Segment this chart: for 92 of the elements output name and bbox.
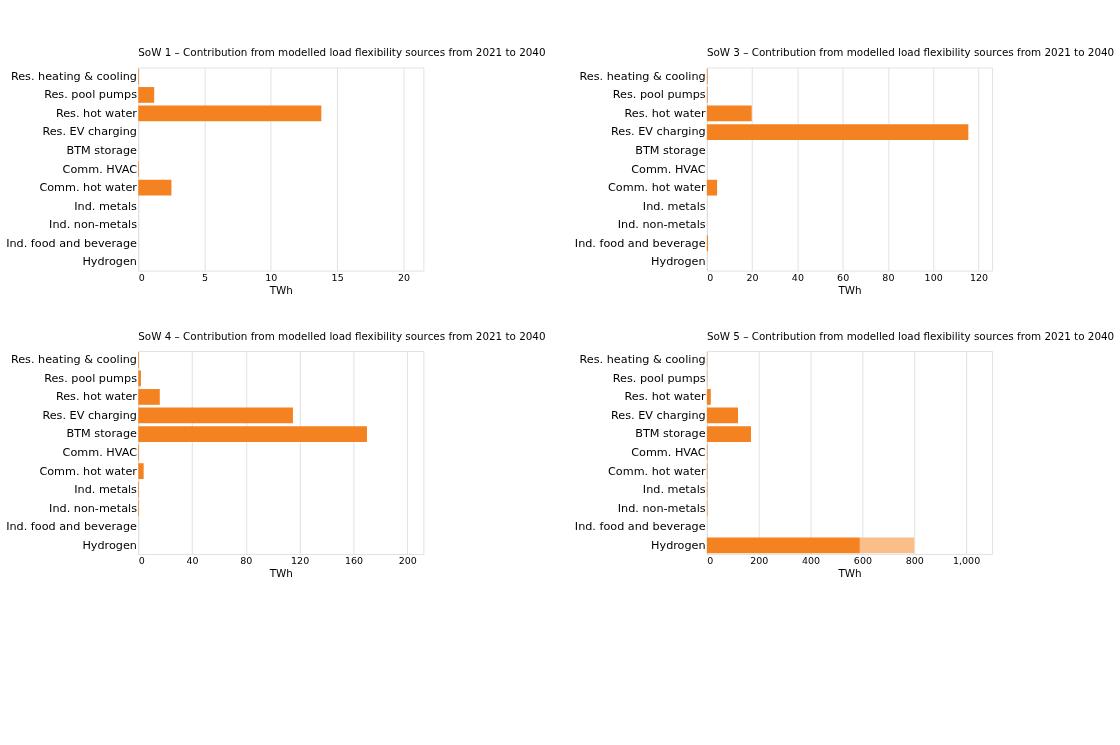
x-tick-label: 15	[331, 271, 344, 283]
x-axis-title: TWh	[837, 283, 862, 296]
y-tick-label: BTM storage	[635, 427, 706, 441]
x-tick-label: 80	[240, 555, 253, 567]
y-tick-label: Ind. metals	[642, 199, 706, 213]
y-tick-label: Comm. hot water	[39, 464, 138, 478]
x-tick-label: 800	[905, 555, 924, 567]
chart-title: SoW 4 – Contribution from modelled load flexibility sources from 2021 to 2040	[138, 329, 546, 342]
y-tick-label: Res. heating & cooling	[10, 353, 137, 367]
y-tick-label: Res. hot water	[55, 390, 138, 404]
x-axis-title: TWh	[837, 567, 862, 580]
x-tick-label: 40	[186, 555, 199, 567]
bar	[138, 105, 322, 122]
x-axis-title: TWh	[268, 283, 293, 296]
x-tick-label: 200	[398, 555, 417, 567]
y-tick-label: Res. pool pumps	[44, 371, 138, 385]
y-tick-label: Res. hot water	[55, 106, 138, 120]
x-tick-label: 100	[924, 271, 943, 283]
y-tick-label: Comm. hot water	[608, 181, 706, 195]
bar	[138, 370, 141, 387]
x-tick-label: 0	[138, 271, 145, 283]
y-tick-label: Res. hot water	[624, 390, 706, 404]
x-tick-label: 160	[344, 555, 364, 567]
y-tick-label: Comm. hot water	[608, 464, 706, 478]
bar	[138, 179, 172, 196]
y-tick-label: Res. pool pumps	[612, 371, 706, 385]
bar	[706, 426, 751, 442]
bar	[138, 407, 293, 424]
x-tick-label: 40	[791, 271, 804, 283]
y-tick-label: BTM storage	[635, 144, 706, 158]
x-tick-label: 80	[882, 271, 895, 283]
y-tick-label: Res. pool pumps	[612, 88, 706, 102]
y-tick-label: Comm. HVAC	[62, 446, 138, 460]
y-tick-label: Res. EV charging	[42, 408, 137, 422]
y-tick-label: Hydrogen	[82, 538, 137, 552]
y-tick-label: Ind. non-metals	[617, 501, 706, 515]
chart-title: SoW 1 – Contribution from modelled load flexibility sources from 2021 to 2040	[138, 46, 546, 59]
y-tick-label: Ind. food and beverage	[574, 520, 706, 534]
y-tick-label: BTM storage	[66, 144, 138, 158]
x-tick-label: 1,000	[953, 555, 981, 567]
chart-title: SoW 3 – Contribution from modelled load flexibility sources from 2021 to 2040	[706, 46, 1115, 59]
y-tick-label: Ind. metals	[74, 483, 138, 497]
x-tick-label: 5	[202, 271, 209, 283]
x-tick-label: 600	[853, 555, 872, 567]
y-tick-label: Ind. metals	[642, 483, 706, 497]
y-tick-label: Hydrogen	[651, 255, 706, 269]
y-tick-label: Res. EV charging	[42, 125, 137, 139]
x-tick-label: 20	[746, 271, 759, 283]
x-tick-label: 10	[265, 271, 278, 283]
bar	[138, 87, 155, 103]
y-tick-label: Ind. non-metals	[617, 218, 706, 232]
y-tick-label: Comm. HVAC	[62, 162, 138, 176]
x-tick-label: 400	[801, 555, 821, 567]
y-tick-label: Res. heating & cooling	[10, 69, 137, 83]
x-tick-label: 120	[291, 555, 310, 567]
y-tick-label: Ind. food and beverage	[6, 520, 138, 534]
bar	[706, 537, 860, 554]
x-tick-label: 120	[969, 271, 989, 283]
x-tick-label: 60	[837, 271, 850, 283]
y-tick-label: Res. EV charging	[611, 408, 706, 422]
bar	[138, 426, 367, 442]
bar	[138, 389, 160, 405]
y-tick-label: Hydrogen	[651, 538, 706, 552]
y-tick-label: Res. heating & cooling	[579, 353, 706, 367]
y-tick-label: Res. EV charging	[611, 125, 706, 139]
bar	[706, 389, 711, 405]
y-tick-label: BTM storage	[66, 427, 138, 441]
y-tick-label: Hydrogen	[82, 255, 137, 269]
x-tick-label: 0	[138, 555, 145, 567]
x-tick-label: 0	[707, 271, 714, 283]
x-tick-label: 200	[750, 555, 769, 567]
bar	[859, 537, 915, 554]
y-tick-label: Ind. food and beverage	[574, 236, 706, 250]
x-tick-label: 0	[707, 555, 714, 567]
y-tick-label: Comm. hot water	[39, 181, 138, 195]
x-axis-title: TWh	[268, 567, 293, 580]
bar	[138, 463, 144, 479]
y-tick-label: Ind. metals	[74, 199, 138, 213]
y-tick-label: Comm. HVAC	[631, 162, 706, 176]
chart-title: SoW 5 – Contribution from modelled load flexibility sources from 2021 to 2040	[706, 329, 1115, 342]
bar	[706, 179, 718, 196]
y-tick-label: Ind. non-metals	[49, 501, 138, 515]
y-tick-label: Ind. non-metals	[49, 218, 138, 232]
bar	[706, 105, 752, 122]
bar	[706, 407, 739, 424]
y-tick-label: Res. heating & cooling	[579, 69, 706, 83]
bar	[706, 124, 969, 140]
y-tick-label: Res. pool pumps	[44, 88, 138, 102]
x-tick-label: 20	[397, 271, 411, 283]
y-tick-label: Res. hot water	[624, 106, 706, 120]
y-tick-label: Comm. HVAC	[631, 446, 706, 460]
y-tick-label: Ind. food and beverage	[6, 236, 138, 250]
